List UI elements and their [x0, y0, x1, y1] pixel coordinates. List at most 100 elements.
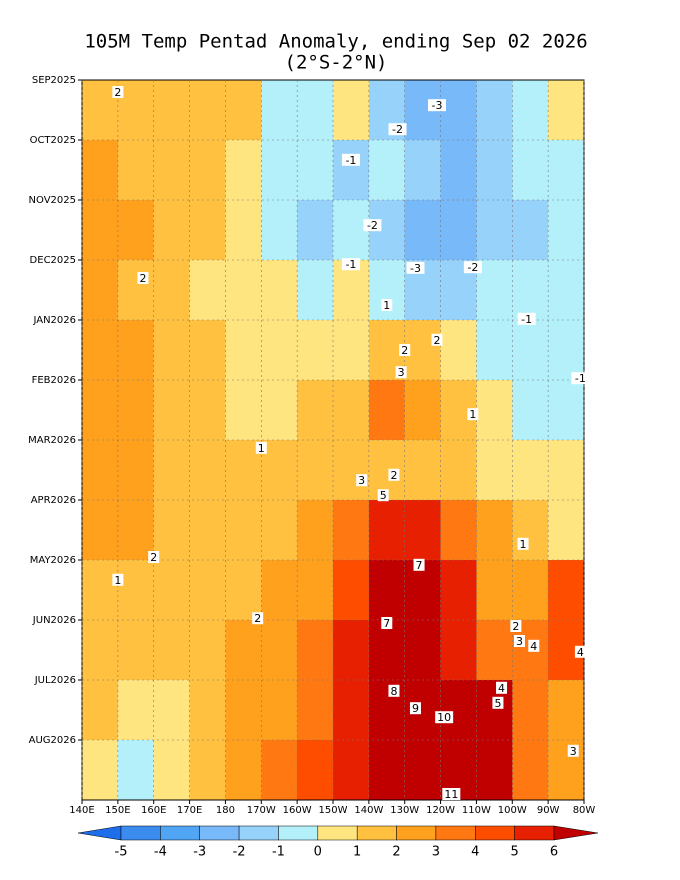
colorbar-label: 5	[510, 845, 518, 860]
contour-label: 3	[398, 366, 405, 379]
field-cell	[512, 260, 549, 321]
x-tick-label: 160W	[283, 805, 312, 816]
contour-label-bg	[377, 489, 389, 502]
field-cell	[189, 260, 226, 321]
field-cell	[117, 680, 155, 741]
contour-label: -2	[467, 261, 478, 274]
contour-label: 7	[416, 559, 423, 572]
contour-label-bg	[381, 617, 393, 629]
contour-label-bg	[388, 684, 400, 697]
field-cell	[297, 620, 334, 681]
contour-label: -1	[345, 258, 356, 271]
contour-label-bg	[341, 153, 360, 166]
field-cell	[512, 80, 549, 141]
contour-label-bg	[341, 258, 360, 271]
contour-label-bg	[381, 299, 393, 311]
colorbar-box	[160, 825, 200, 841]
contour-label: 1	[520, 538, 527, 551]
field-cell	[189, 320, 226, 381]
contour-label: 5	[380, 489, 387, 502]
contour-label: 3	[516, 635, 523, 648]
field-cell	[297, 740, 334, 801]
field-cell	[117, 140, 155, 201]
field-cell	[368, 380, 406, 441]
contour-label: 7	[383, 617, 390, 630]
x-tick-label: 160E	[141, 805, 166, 816]
field-cell	[512, 200, 549, 261]
field-cell	[82, 320, 119, 381]
field-cell	[512, 320, 549, 381]
field-cell	[548, 440, 585, 501]
field-cell	[117, 440, 155, 501]
field-cell	[117, 740, 155, 801]
field-cell	[297, 440, 334, 501]
contour-label: 3	[570, 745, 577, 758]
contour-label: 2	[114, 86, 121, 99]
contour-label-bg	[496, 681, 508, 694]
contour-label-bg	[137, 272, 149, 284]
field-cell	[261, 680, 298, 741]
field-cell	[225, 260, 262, 321]
field-cell	[476, 380, 513, 441]
field-cell	[225, 440, 262, 501]
field-cell	[368, 500, 406, 561]
colorbar-box	[396, 825, 437, 841]
contour-label: 1	[114, 574, 121, 587]
contour-label: 1	[383, 299, 390, 312]
field-cell	[261, 260, 298, 321]
colorbar-box	[514, 825, 555, 841]
field-cell	[512, 500, 549, 561]
colorbar-label: 2	[392, 845, 400, 860]
y-tick-label: MAY2026	[30, 555, 76, 566]
x-tick-label: 170W	[247, 805, 276, 816]
field-cell	[440, 80, 477, 141]
field-cell	[225, 140, 262, 201]
contour-label-bg	[528, 639, 540, 652]
field-cell	[548, 380, 585, 441]
field-cell	[82, 80, 119, 141]
field-cell	[225, 680, 262, 741]
field-cell	[82, 500, 119, 561]
contour-label-bg	[409, 702, 421, 715]
field-cell	[225, 200, 262, 261]
field-cell	[476, 680, 513, 741]
field-cell	[404, 140, 442, 201]
field-cell	[476, 320, 513, 381]
field-cell	[261, 740, 298, 801]
contour-label-bg	[252, 612, 264, 625]
field-cell	[404, 200, 442, 261]
contour-label: 2	[150, 551, 157, 564]
contour-label: -3	[410, 262, 421, 275]
contour-label: 2	[254, 612, 261, 625]
contour-label: 4	[530, 640, 537, 653]
colorbar-box	[356, 825, 397, 841]
field-cell	[333, 440, 370, 501]
x-tick-label: 170E	[177, 805, 202, 816]
field-cell	[189, 200, 226, 261]
field-cell	[261, 320, 298, 381]
contour-label: 1	[469, 408, 476, 421]
field-cell	[440, 440, 477, 501]
colorbar-box	[120, 825, 161, 841]
contour-label: 10	[437, 711, 451, 724]
colorbar-box	[278, 825, 319, 841]
contour-label-bg	[571, 372, 590, 385]
y-tick-label: AUG2026	[29, 735, 76, 746]
colorbar-end	[77, 825, 122, 841]
x-tick-label: 140W	[354, 805, 383, 816]
field-cell	[153, 740, 191, 801]
field-cell	[153, 200, 191, 261]
field-cell	[368, 560, 406, 621]
field-cell	[225, 80, 262, 141]
x-tick-label: 140E	[69, 805, 94, 816]
field-cell	[548, 260, 585, 321]
contour-label-bg	[112, 573, 124, 586]
contour-label: 5	[494, 697, 501, 710]
field-cell	[512, 740, 549, 801]
contour-label: 11	[444, 788, 458, 801]
field-cell	[225, 500, 262, 561]
field-cell	[404, 620, 442, 681]
contour-label-bg	[388, 123, 407, 136]
field-cell	[333, 560, 370, 621]
